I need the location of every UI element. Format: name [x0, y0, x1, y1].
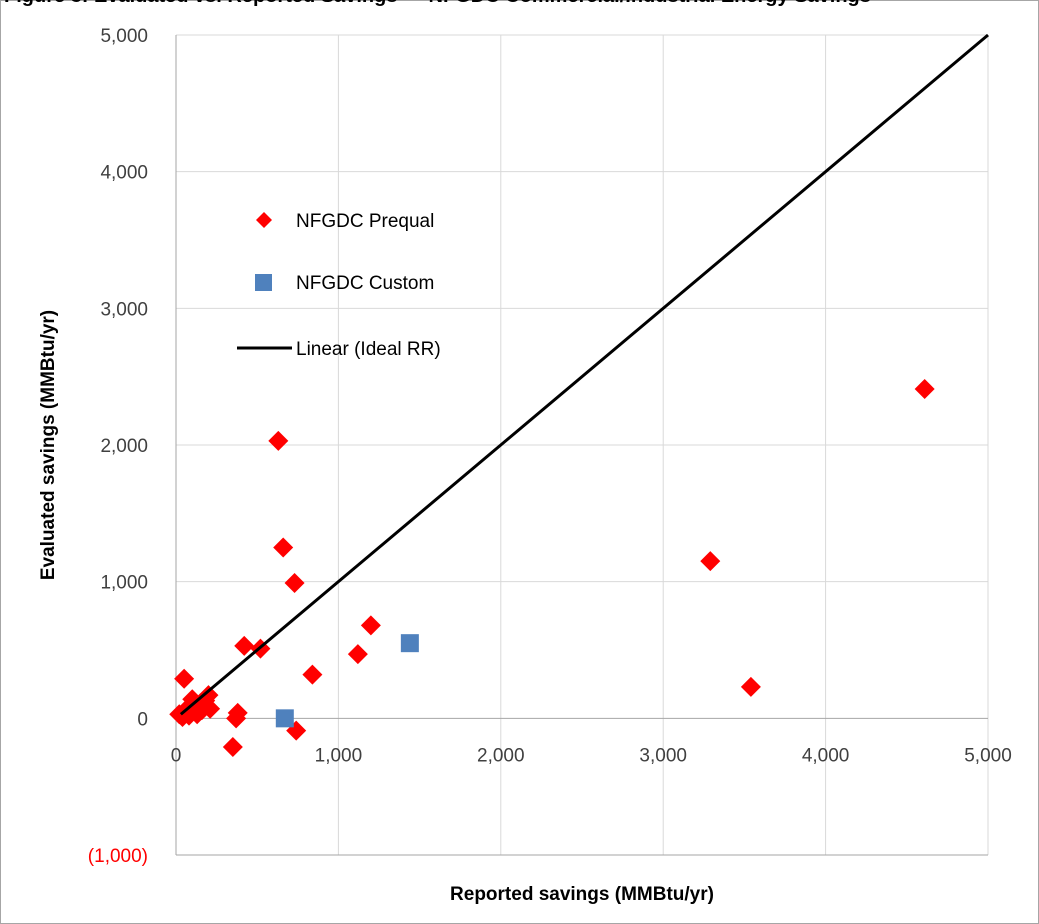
y-tick-label: 5,000 [100, 26, 148, 47]
custom-point [400, 634, 419, 653]
prequal-point [268, 430, 289, 451]
legend-custom-marker [255, 274, 272, 291]
prequal-point [700, 551, 721, 572]
prequal-point [740, 676, 761, 697]
prequal-point [914, 378, 935, 399]
custom-point [275, 709, 294, 728]
prequal-point [174, 668, 195, 689]
data-series [169, 33, 989, 758]
prequal-point [227, 702, 248, 723]
x-tick-label: 5,000 [964, 745, 1012, 766]
y-axis-title: Evaluated savings (MMBtu/yr) [38, 310, 59, 580]
x-tick-label: 0 [171, 745, 182, 766]
y-tick-label: 1,000 [100, 573, 148, 594]
chart-title-partial: Figure 8: Evaluated vs. Reported Savings… [4, 0, 1034, 8]
y-tick-label: 3,000 [100, 299, 148, 320]
prequal-point [347, 644, 368, 665]
y-tick-label: 4,000 [100, 163, 148, 184]
legend-custom-label: NFGDC Custom [296, 273, 434, 294]
y-tick-label: 0 [137, 709, 148, 730]
prequal-point [234, 635, 255, 656]
ideal-rr-line [179, 33, 989, 716]
legend-prequal-label: NFGDC Prequal [296, 211, 434, 232]
x-tick-label: 4,000 [802, 745, 850, 766]
prequal-point [360, 615, 381, 636]
x-tick-label: 1,000 [315, 745, 363, 766]
legend-prequal-marker [256, 212, 272, 228]
x-tick-label: 2,000 [477, 745, 525, 766]
prequal-point [198, 685, 219, 706]
prequal-point [302, 664, 323, 685]
prequal-point [200, 698, 221, 719]
prequal-point [284, 573, 305, 594]
tick-labels: 0 1,000 2,000 3,000 4,000 5,000 (1,000) 0 1,000 2… [88, 26, 1012, 867]
legend: NFGDC Prequal NFGDC Custom Linear (Ideal… [237, 211, 441, 360]
y-tick-label: (1,000) [88, 846, 148, 867]
legend-ideal-line-label: Linear (Ideal RR) [296, 339, 441, 360]
x-axis-title: Reported savings (MMBtu/yr) [450, 884, 714, 905]
x-tick-label: 3,000 [639, 745, 687, 766]
prequal-point [273, 537, 294, 558]
prequal-point [222, 737, 243, 758]
y-tick-label: 2,000 [100, 436, 148, 457]
